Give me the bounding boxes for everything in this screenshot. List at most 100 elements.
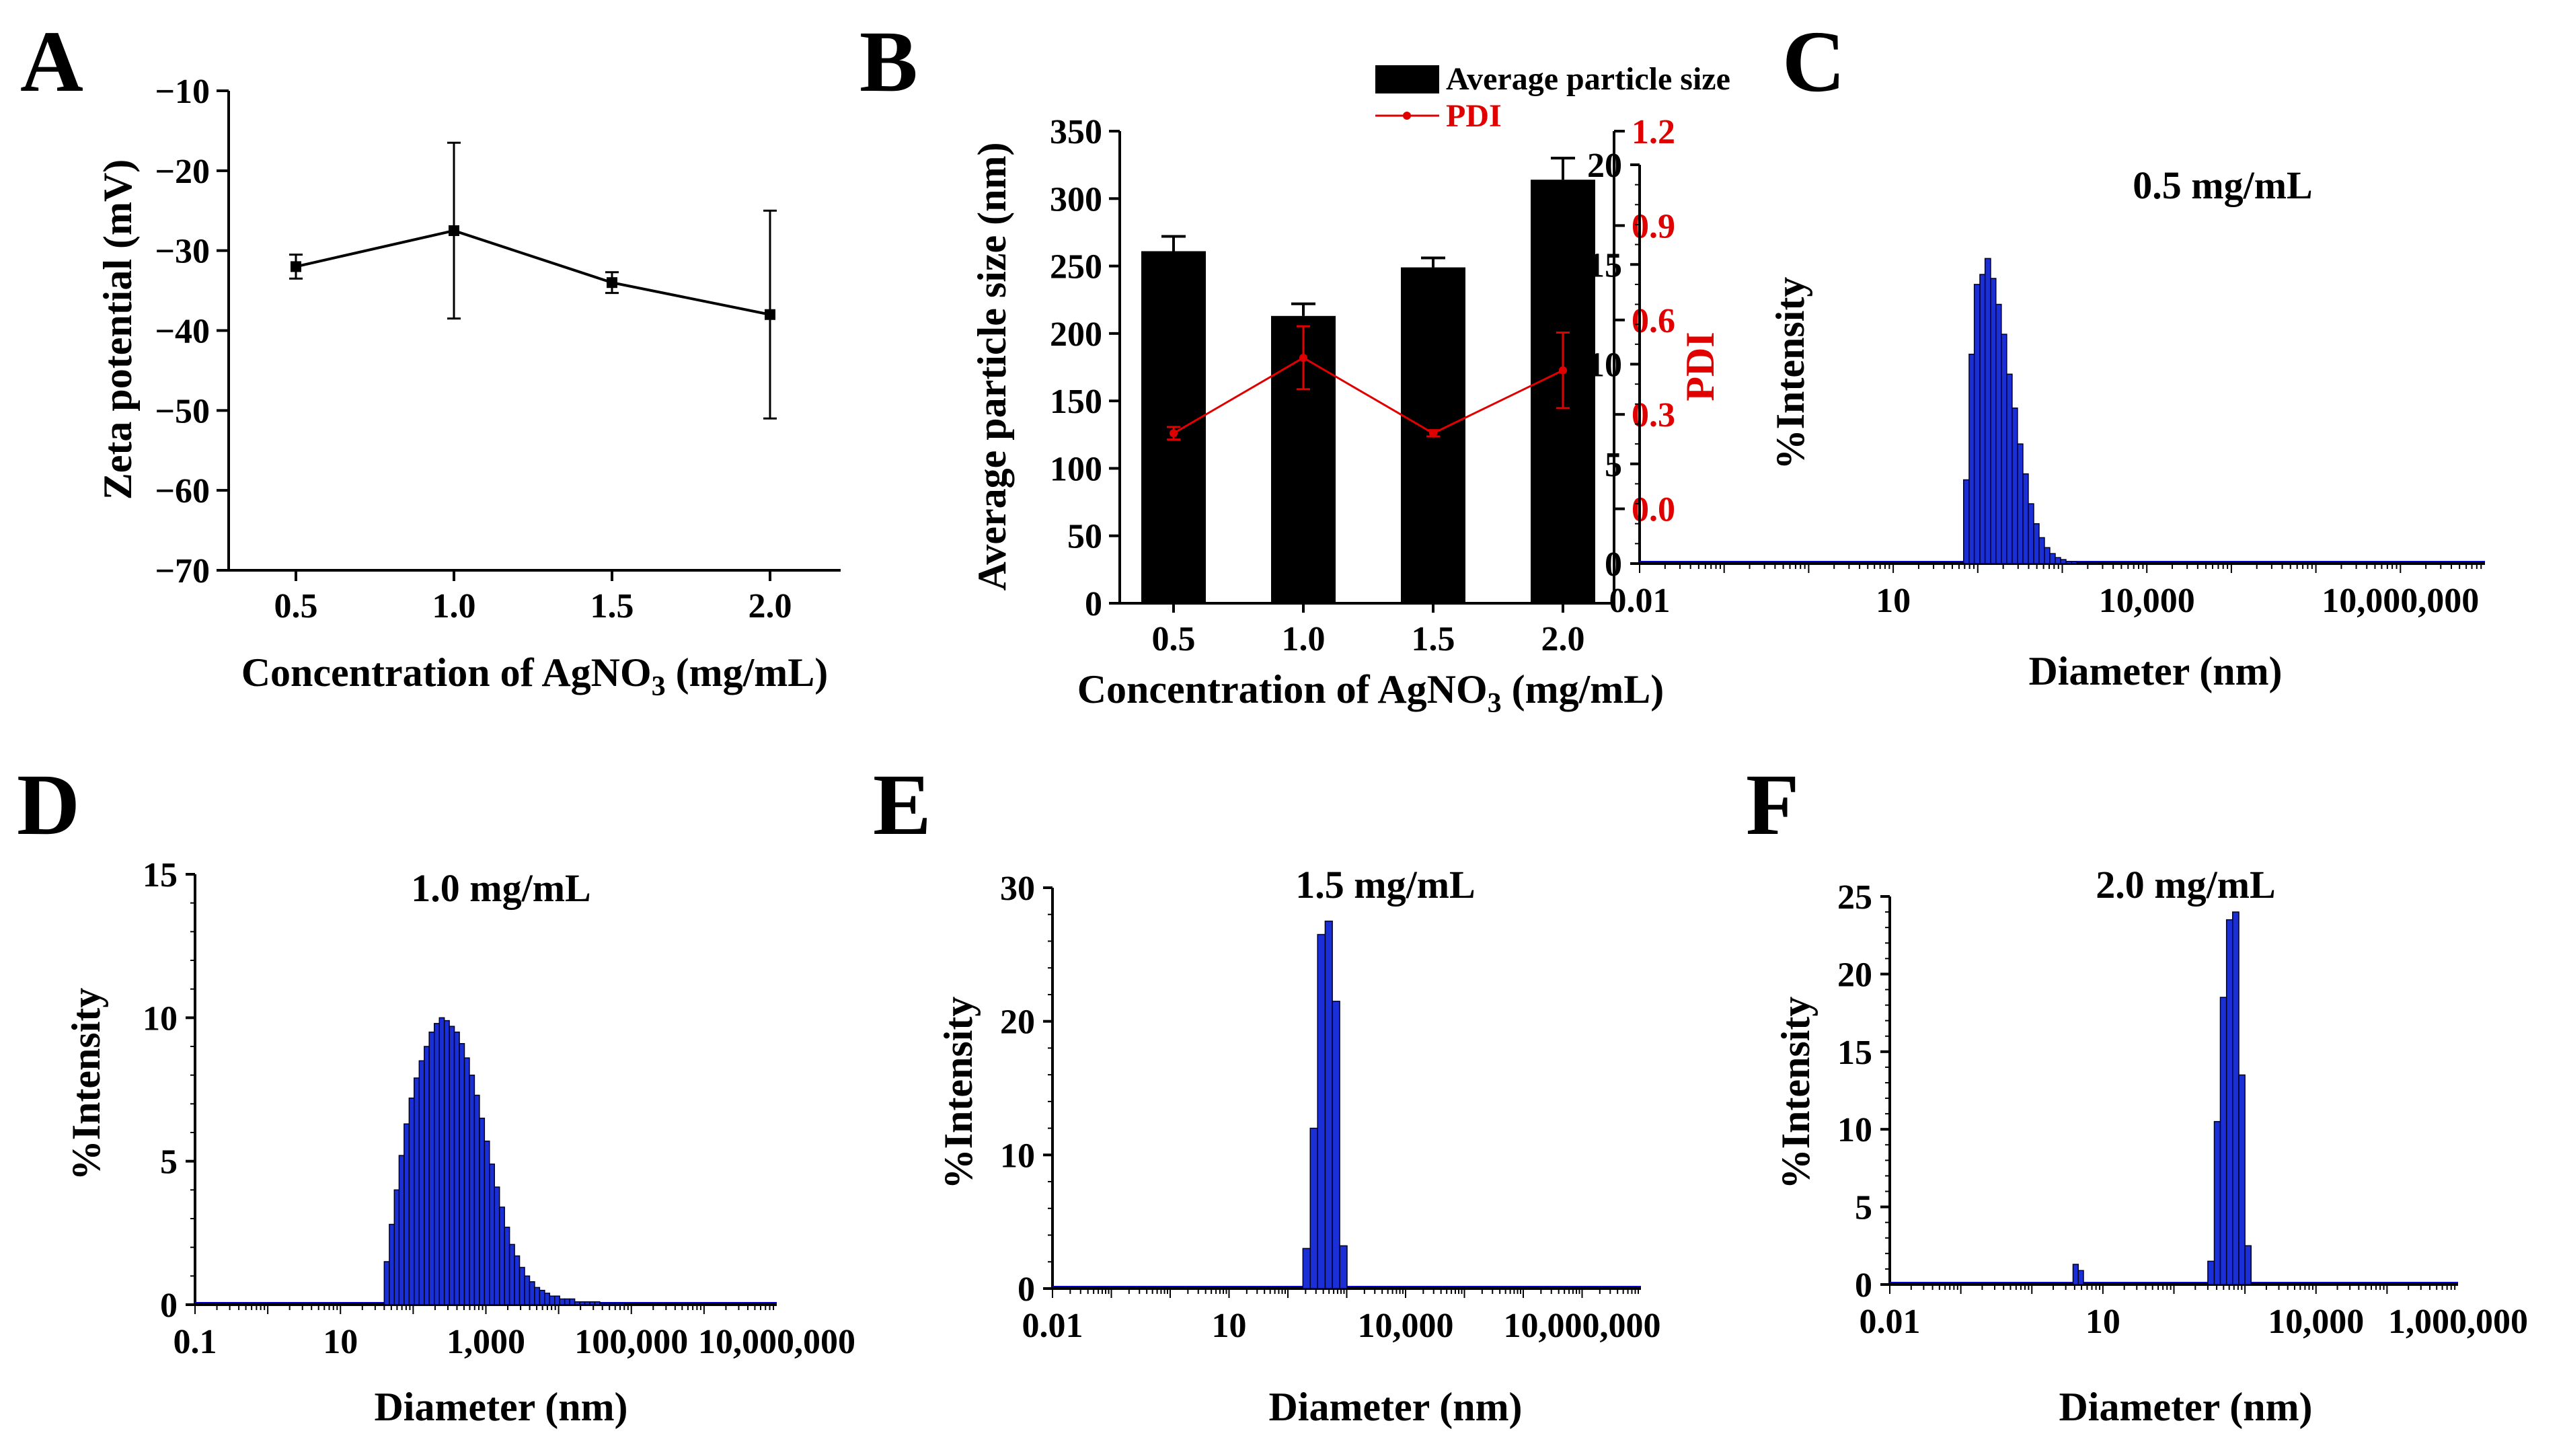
zeta-line <box>295 229 771 316</box>
x-tick-label-b: 2.0 <box>1541 620 1585 658</box>
histogram-bar <box>463 1057 470 1305</box>
histogram-bar <box>2033 523 2040 564</box>
y-tick-label-a: −50 <box>155 392 210 430</box>
histogram-bar <box>408 1098 415 1305</box>
x-axis-label-e: Diameter (nm) <box>1268 1385 1522 1429</box>
y-axis-label-right-b: PDI <box>1678 332 1722 401</box>
histogram-bar <box>1995 303 2002 564</box>
histogram-bar <box>473 1094 480 1305</box>
legend-label-pdi: PDI <box>1446 98 1502 134</box>
y-tick-label-b: 350 <box>1050 113 1102 151</box>
histogram-bar <box>404 1123 410 1305</box>
histogram-bar <box>519 1266 525 1305</box>
histogram-bar <box>1979 274 1986 564</box>
x-tick-label-d: 0.1 <box>174 1323 217 1361</box>
y-tick-label-d: 0 <box>160 1287 178 1325</box>
panel-title-f: 2.0 mg/mL <box>2096 863 2275 907</box>
histogram-bar <box>2219 997 2227 1285</box>
histogram-bar <box>383 1261 390 1305</box>
legend-swatch-point <box>1403 112 1411 120</box>
histogram-bar <box>2207 1260 2215 1285</box>
y-tick-label-right-b: 0.6 <box>1632 302 1675 340</box>
pdi-point <box>1170 429 1178 438</box>
histogram-bar <box>2038 537 2045 564</box>
x-tick-label-e: 10,000,000 <box>1504 1307 1661 1345</box>
y-tick-label-e: 0 <box>1018 1270 1035 1309</box>
y-axis-label-d: %Intensity <box>64 988 108 1181</box>
panel-letter-c: C <box>1782 13 1845 110</box>
histogram-bar <box>2055 557 2061 564</box>
histogram-bar <box>1309 1127 1318 1289</box>
histogram-bar <box>2238 1074 2246 1285</box>
histogram-bar <box>614 1303 621 1305</box>
histogram-bar <box>484 1141 490 1305</box>
histogram-bar <box>2060 559 2067 564</box>
y-tick-label-b: 200 <box>1050 315 1102 354</box>
panel-letter-a: A <box>20 13 83 110</box>
histogram-bar <box>1973 284 1981 564</box>
histogram-bar <box>2076 562 2083 564</box>
histogram-bar <box>1332 1001 1340 1289</box>
histogram-bar <box>2081 562 2088 564</box>
x-tick-label-a: 0.5 <box>274 587 318 625</box>
histogram-bar <box>424 1046 430 1305</box>
histogram-bar <box>589 1301 596 1305</box>
histogram-bar <box>1324 920 1333 1289</box>
x-axis-label-a: Concentration of AgNO3 (mg/mL) <box>241 650 829 702</box>
x-tick-label-d: 1,000 <box>447 1323 525 1361</box>
x-tick-label-a: 2.0 <box>749 587 792 625</box>
histogram-bar <box>539 1289 545 1305</box>
histogram-bar <box>554 1295 560 1305</box>
histogram-bar <box>428 1031 435 1305</box>
histogram-bar <box>2028 503 2034 564</box>
histogram-bar <box>594 1301 601 1305</box>
histogram-bar <box>2022 473 2029 564</box>
histogram-bar <box>2012 407 2018 564</box>
y-tick-label-right-b: 0.3 <box>1632 396 1675 434</box>
histogram-bar <box>1962 479 1970 564</box>
panel-letter-e: E <box>873 757 931 853</box>
y-axis-label-e: %Intensity <box>936 997 981 1190</box>
panel-letter-d: D <box>17 757 80 853</box>
y-tick-label-f: 20 <box>1837 956 1872 994</box>
panel-b: B0501001502002503003500.00.30.60.91.20.5… <box>859 13 1730 719</box>
pdi-point <box>1559 366 1567 375</box>
histogram-bar <box>524 1275 531 1305</box>
histogram-bar <box>504 1227 510 1305</box>
y-tick-label-a: −10 <box>155 73 210 111</box>
pdi-point <box>1429 429 1437 438</box>
y-tick-label-e: 20 <box>1000 1003 1035 1042</box>
x-tick-label-c: 10,000 <box>2099 582 2195 620</box>
y-axis-label-c: %Intensity <box>1768 277 1812 470</box>
histogram-bar <box>1990 278 1997 564</box>
histogram-bar <box>609 1303 616 1305</box>
histogram-bar <box>398 1155 405 1305</box>
y-tick-label-f: 15 <box>1837 1034 1872 1072</box>
y-tick-label-d: 10 <box>143 999 178 1038</box>
histogram-bar <box>599 1303 606 1305</box>
histogram-bar <box>2044 547 2051 564</box>
x-tick-label-f: 10,000 <box>2268 1303 2364 1341</box>
histogram-bar <box>489 1163 496 1305</box>
x-tick-label-f: 10 <box>2085 1303 2120 1341</box>
histogram-bar <box>498 1206 505 1305</box>
histogram-bar <box>2065 561 2072 564</box>
x-tick-label-a: 1.0 <box>432 587 476 625</box>
histogram-bar <box>449 1026 455 1305</box>
histogram-bar <box>389 1223 395 1305</box>
x-axis-label-c: Diameter (nm) <box>2028 649 2282 693</box>
histogram-bar <box>2017 443 2024 564</box>
y-tick-label-d: 15 <box>143 856 178 894</box>
x-tick-label-b: 1.5 <box>1412 620 1455 658</box>
histogram-bar <box>414 1077 420 1305</box>
histogram-bar <box>2087 562 2094 564</box>
data-point-a <box>449 225 459 236</box>
histogram-bar <box>564 1298 570 1305</box>
y-tick-label-b: 50 <box>1067 518 1102 556</box>
histogram-bar <box>619 1303 625 1305</box>
x-tick-label-a: 1.5 <box>590 587 634 625</box>
histogram-bar <box>2001 334 2007 564</box>
y-axis-label-b: Average particle size (nm) <box>970 143 1014 591</box>
y-tick-label-b: 150 <box>1050 383 1102 421</box>
data-point-a <box>291 261 301 272</box>
